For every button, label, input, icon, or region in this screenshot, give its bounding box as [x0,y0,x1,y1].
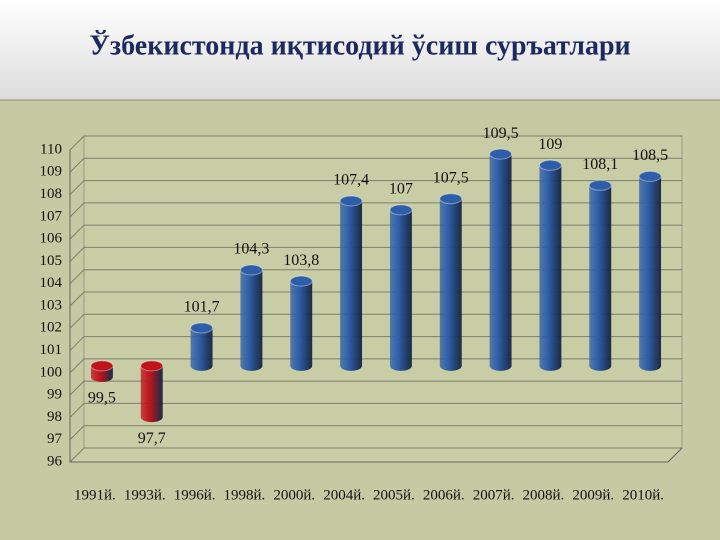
grid-line [69,246,682,262]
value-label: 107 [389,181,413,198]
x-tick-label: 2000й. [273,487,315,503]
bar-top [389,204,413,216]
grid-line [69,224,682,240]
bar [240,265,263,371]
grid-line [69,402,682,418]
grid-line [69,269,682,285]
header-band [0,0,720,100]
y-tick-label: 109 [40,164,63,180]
bar [639,171,662,371]
grid-line [69,313,682,329]
bar [340,195,363,371]
value-label: 109 [538,136,562,153]
bar [290,276,313,371]
grid-line [69,180,682,195]
bar [539,160,562,371]
bar [190,322,213,371]
bar-top [289,275,313,287]
bar-top [339,195,363,207]
grid-line [69,358,682,374]
value-label: 108,1 [582,156,618,173]
bar-top [489,148,513,160]
value-label: 107,5 [433,169,469,186]
grid-line [69,157,682,173]
y-tick-label: 105 [40,253,63,269]
value-label: 107,4 [333,172,369,189]
value-label: 97,7 [138,430,166,447]
grid-line [69,291,682,307]
y-tick-label: 106 [40,231,63,247]
bar [439,193,462,371]
grid-line [69,447,682,463]
value-label: 109,5 [483,125,519,142]
bar-top [538,159,562,171]
bar-top [638,170,662,182]
bar-top [190,322,214,334]
bar-top [140,360,164,372]
floor [70,447,683,463]
y-tick-label: 107 [40,208,63,224]
x-tick-label: 2009й. [572,487,614,503]
bar-top [239,264,263,276]
chart-title: Ўзбекистонда иқтисодий ўсиш суръатлари [89,30,630,61]
x-tick-label: 1993й. [124,487,166,503]
y-tick-label: 108 [40,186,63,202]
value-label: 99,5 [88,390,116,407]
x-tick-label: 1998й. [224,487,266,503]
y-tick-label: 96 [47,453,63,469]
x-tick-label: 1996й. [174,487,216,503]
bar [489,149,512,371]
y-tick-label: 98 [47,409,62,425]
grid-line [69,380,682,396]
value-label: 104,3 [233,241,269,258]
x-tick-label: 2004й. [323,487,365,503]
grid-line [69,135,682,151]
y-tick-label: 100 [40,364,63,380]
y-tick-label: 110 [40,141,62,157]
y-tick-label: 102 [40,320,63,336]
x-tick-label: 2010й. [622,487,664,503]
grid-line [69,202,682,218]
bar-top [439,193,463,205]
y-tick-label: 97 [47,431,63,447]
x-tick-label: 2008й. [523,487,565,503]
bar-top [588,179,612,191]
value-label: 101,7 [184,299,220,316]
value-label: 103,8 [283,252,319,269]
grid-line [69,425,682,441]
grid-line [69,336,682,351]
value-label: 108,5 [632,147,668,164]
bar [389,204,412,371]
x-tick-label: 2007й. [473,487,515,503]
x-tick-label: 2006й. [423,487,465,503]
x-tick-label: 1991й. [74,487,116,503]
x-tick-label: 2005й. [373,487,415,503]
bar [589,180,612,371]
y-tick-label: 99 [47,387,62,403]
y-tick-label: 104 [40,275,63,291]
y-tick-label: 103 [40,297,63,313]
bar [140,360,163,423]
bar-top [90,360,114,372]
y-tick-label: 101 [40,342,63,358]
